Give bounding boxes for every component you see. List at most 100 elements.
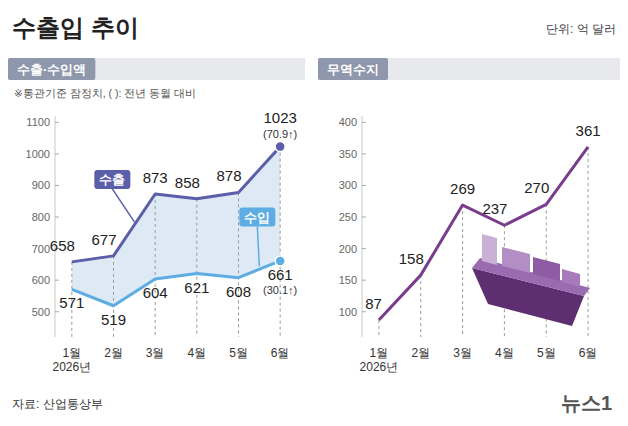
ship-illustration — [472, 234, 590, 326]
y-tick — [362, 280, 366, 281]
y-tick — [55, 311, 59, 312]
y-axis — [362, 116, 363, 337]
end-point — [275, 142, 285, 152]
plot-area — [379, 147, 590, 337]
source: 자료: 산업통상부 — [12, 397, 103, 411]
data-label: 361 — [576, 122, 601, 139]
panel-title: 무역수지 — [327, 62, 379, 77]
ship-container — [502, 247, 530, 273]
panel-tab — [318, 58, 388, 80]
series-name: 수출 — [99, 172, 125, 187]
data-label: 858 — [175, 174, 200, 191]
series-tag: 수입 — [239, 208, 275, 227]
y-tick-label: 400 — [339, 116, 357, 128]
y-tick — [55, 153, 59, 154]
chart-canvas: 수출입 추이 단위: 억 달러자료: 산업통상부 뉴스1 수출·수입액 ※통관기준 잠정… — [0, 0, 628, 426]
drop-line — [280, 147, 281, 337]
x-tick-label: 2월 — [104, 346, 123, 360]
panel: 수출·수입액 ※통관기준 잠정치, ( ): 전년 동월 대비 500 600 700 8… — [8, 58, 305, 374]
x-tick-label: 3월 — [453, 346, 472, 360]
y-tick — [362, 122, 366, 123]
y-tick-label: 100 — [339, 306, 357, 318]
data-label: 658 — [50, 237, 75, 254]
annotation: (70.9↑) — [263, 128, 297, 140]
text-line: 1월 — [62, 346, 81, 360]
y-tick-label: 350 — [339, 148, 357, 160]
drop-line — [196, 199, 197, 337]
series-tag-leader — [257, 227, 259, 267]
x-tick-label: 4월 — [495, 346, 514, 360]
data-label: 519 — [101, 311, 126, 328]
ship-container — [533, 257, 560, 281]
panel-title: 수출·수입액 — [17, 62, 86, 77]
panel: 무역수지1001502002503003504001월2026년2월3월4월5월… — [318, 58, 620, 374]
y-tick-label: 1100 — [26, 116, 50, 128]
drop-line — [378, 320, 379, 337]
x-tick-label: 1월2026년 — [360, 346, 399, 374]
drop-line — [462, 205, 463, 337]
main-title: 수출입 추이 — [12, 14, 139, 41]
series-line — [72, 261, 280, 306]
data-label: 608 — [226, 283, 251, 300]
data-label: 571 — [59, 294, 84, 311]
series-name: 수입 — [244, 210, 270, 225]
y-tick-label: 1000 — [26, 148, 50, 160]
y-tick-label: 600 — [32, 274, 50, 286]
y-tick-label: 300 — [339, 179, 357, 191]
y-tick-label: 900 — [32, 179, 50, 191]
data-label: 873 — [143, 169, 168, 186]
x-tick-label: 1월2026년 — [52, 346, 91, 374]
x-tick-label: 5월 — [537, 346, 556, 360]
y-tick — [55, 122, 59, 123]
text-line: 2026년 — [52, 360, 91, 374]
drop-line — [588, 147, 589, 337]
y-tick-label: 800 — [32, 211, 50, 223]
x-tick-label: 4월 — [187, 346, 206, 360]
text-line: 2026년 — [360, 360, 399, 374]
y-tick-label: 200 — [339, 243, 357, 255]
y-tick-label: 500 — [32, 306, 50, 318]
drop-line — [238, 192, 239, 337]
series-tag: 수출 — [94, 170, 130, 189]
plot-area — [72, 142, 285, 337]
panel-note: ※통관기준 잠정치, ( ): 전년 동월 대비 — [14, 87, 196, 99]
panel-tab — [8, 58, 95, 80]
series-tag-box — [239, 208, 275, 227]
data-label: 677 — [91, 231, 116, 248]
y-tick — [362, 153, 366, 154]
series-tag-box — [94, 170, 130, 189]
y-tick — [55, 280, 59, 281]
x-tick-label: 6월 — [579, 346, 598, 360]
y-tick — [362, 248, 366, 249]
band-fill — [72, 147, 280, 306]
data-label: 270 — [524, 179, 549, 196]
data-label: 269 — [450, 180, 475, 197]
x-tick-label: 6월 — [271, 346, 290, 360]
series-line — [379, 147, 588, 320]
ship-container — [562, 269, 580, 287]
drop-line — [420, 275, 421, 337]
unit-label: 단위: 억 달러 — [546, 22, 616, 36]
x-tick-label: 3월 — [146, 346, 165, 360]
y-tick — [55, 217, 59, 218]
data-label: 661 — [268, 266, 293, 283]
y-tick — [362, 185, 366, 186]
ship-deck — [472, 258, 590, 296]
text-line: 1월 — [370, 346, 389, 360]
annotation: (30.1↑) — [263, 284, 297, 296]
data-label: 87 — [365, 295, 382, 312]
y-tick-label: 700 — [32, 243, 50, 255]
end-point — [275, 256, 285, 266]
y-tick — [55, 185, 59, 186]
y-tick-label: 250 — [339, 211, 357, 223]
y-axis — [55, 116, 56, 337]
panel-strip — [8, 58, 305, 80]
logo: 뉴스1 — [561, 392, 612, 414]
data-label: 237 — [482, 200, 507, 217]
data-label: 1023 — [263, 109, 296, 126]
panel-strip — [318, 58, 620, 80]
data-label: 621 — [184, 279, 209, 296]
ship-bridge — [482, 234, 497, 265]
y-tick — [362, 217, 366, 218]
drop-line — [155, 194, 156, 337]
